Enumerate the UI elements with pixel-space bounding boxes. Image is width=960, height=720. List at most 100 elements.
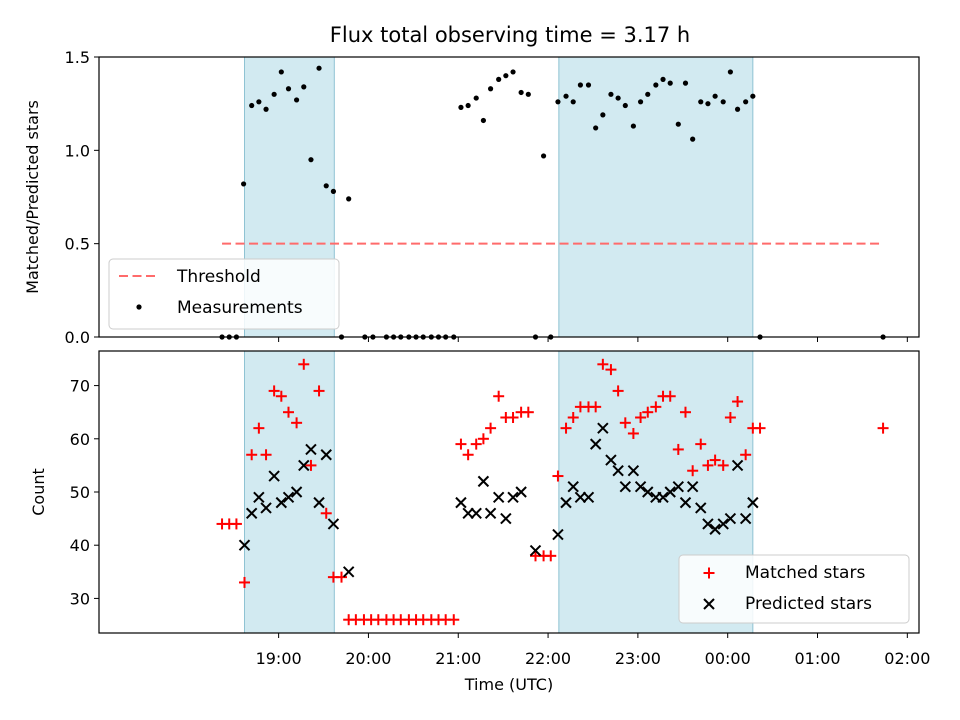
top-observing-windows [243, 57, 754, 337]
matched-star-point [672, 443, 684, 455]
predicted-star-point [260, 502, 272, 514]
matched-star-point [305, 459, 317, 471]
measurement-point [653, 82, 659, 88]
measurement-point [263, 106, 269, 112]
predicted-star-point [724, 512, 737, 525]
x-tick-label: 21:00 [435, 649, 481, 668]
measurement-point [690, 136, 696, 142]
measurement-point [487, 86, 494, 92]
predicted-star-point [709, 523, 721, 535]
measurement-point [577, 82, 584, 88]
top-axes: 0.0 0.5 1.0 1.5 [65, 48, 908, 347]
cross-b [717, 518, 729, 530]
measurement-point [249, 102, 255, 109]
measurement-point [608, 91, 614, 97]
cross-b [589, 438, 602, 450]
matched-star-point [320, 507, 332, 519]
matched-star-point [313, 385, 325, 397]
top-plot-frame [98, 56, 920, 338]
measurement-point [346, 196, 352, 202]
predicted-star-point [290, 486, 303, 498]
matched-star-point [702, 459, 714, 471]
measurement-point [593, 125, 599, 131]
matched-star-point [709, 454, 721, 466]
predicted-star-point [582, 491, 595, 504]
measurement-point [743, 99, 749, 105]
measurement-point [727, 69, 733, 75]
matched-star-point [298, 358, 310, 370]
y-tick-label: 0.0 [65, 328, 90, 347]
predicted-star-point [500, 512, 512, 525]
predicted-star-point [605, 454, 617, 466]
matched-star-point [448, 614, 460, 626]
measurement-point [480, 117, 487, 124]
matched-star-point [552, 470, 564, 482]
measurement-point [585, 82, 592, 88]
matched-star-point [627, 427, 639, 439]
matched-star-point [567, 412, 579, 424]
predicted-star-point [552, 528, 564, 541]
legend-matched-swatch [703, 567, 715, 579]
matched-star-point [560, 422, 572, 434]
matched-star-point [724, 412, 736, 424]
x-tick-label: 22:00 [525, 649, 571, 668]
cross-b [477, 475, 490, 488]
matched-star-point [732, 396, 744, 408]
measurement-point [698, 99, 704, 105]
measurement-point [667, 80, 673, 86]
predicted-star-point [245, 507, 258, 519]
cross-b [320, 449, 332, 461]
x-tick-label: 23:00 [615, 649, 661, 668]
matched-star-point [238, 576, 250, 588]
predicted-star-point [320, 449, 332, 461]
matched-star-point [695, 438, 707, 450]
observing-window-1 [558, 57, 753, 337]
measurement-point [496, 76, 502, 82]
measurement-point [570, 99, 576, 105]
cross-b [462, 507, 474, 519]
measurement-point [316, 65, 322, 71]
cross-b [245, 507, 258, 519]
cross-b [679, 496, 692, 509]
cross-b [515, 486, 527, 498]
predicted-star-point [657, 491, 669, 504]
predicted-star-point [298, 459, 310, 472]
measurement-point [308, 157, 314, 163]
cross-b [260, 502, 272, 514]
cross-b [327, 518, 340, 530]
cross-b [657, 491, 669, 504]
x-tick-label: 01:00 [794, 649, 840, 668]
matched-star-point [275, 390, 287, 402]
cross-b [703, 598, 715, 610]
bottom-axes: 30 40 50 60 70 [70, 377, 99, 608]
predicted-star-point [515, 486, 527, 498]
measurement-point [518, 89, 524, 96]
cross-b [298, 459, 310, 472]
predicted-star-point [507, 491, 519, 504]
cross-b [695, 502, 707, 514]
matched-star-point [253, 422, 265, 434]
cross-b [567, 480, 579, 493]
measurement-point [525, 91, 531, 97]
bottom-plot-frame [98, 350, 920, 634]
measurement-point [540, 153, 547, 159]
matched-star-point [268, 385, 280, 397]
x-axis-ticks: 19:00 20:00 21:00 22:00 23:00 00:00 01:00 02:00 [256, 633, 930, 668]
measurement-point [293, 97, 300, 103]
cross-b [282, 491, 295, 504]
cross-b [605, 454, 617, 466]
top-y-axis-label: Matched/Predicted stars [23, 100, 42, 294]
measurement-point [510, 69, 516, 75]
matched-star-point [717, 459, 729, 471]
predicted-star-point [686, 480, 699, 493]
matched-stars-series [216, 358, 889, 626]
measurement-point [600, 112, 606, 118]
predicted-star-point [589, 438, 602, 450]
predicted-star-point [282, 491, 295, 504]
matched-star-point [679, 406, 691, 418]
matched-star-point [635, 412, 647, 424]
cross-b [455, 496, 467, 509]
measurement-point [256, 99, 262, 105]
cross-b [672, 480, 685, 493]
measurement-point [503, 73, 509, 79]
